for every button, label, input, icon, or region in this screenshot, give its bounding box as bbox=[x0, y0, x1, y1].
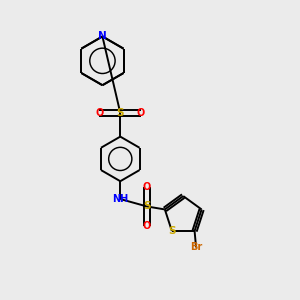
Text: O: O bbox=[137, 108, 145, 118]
Text: NH: NH bbox=[112, 194, 128, 204]
Text: O: O bbox=[143, 182, 151, 192]
Text: Br: Br bbox=[190, 242, 202, 252]
Text: S: S bbox=[116, 108, 124, 118]
Text: O: O bbox=[143, 221, 151, 231]
Text: N: N bbox=[98, 32, 107, 41]
Text: S: S bbox=[168, 226, 176, 236]
Text: O: O bbox=[95, 108, 104, 118]
Text: S: S bbox=[143, 202, 151, 212]
